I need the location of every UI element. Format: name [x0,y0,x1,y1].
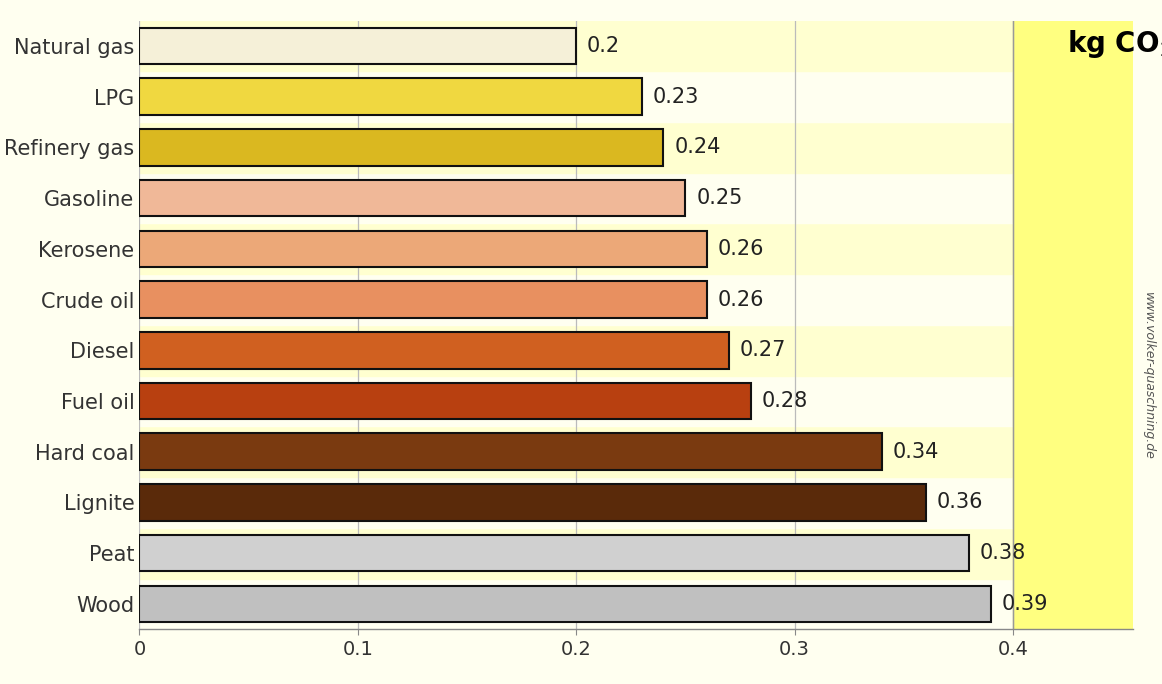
Bar [139,27,576,64]
Text: 0.24: 0.24 [674,137,720,157]
Text: 0.26: 0.26 [718,289,765,310]
Bar [139,376,1013,426]
Text: 0.38: 0.38 [980,543,1026,563]
Bar [1013,224,1133,274]
Text: kg CO$_2$/kWh: kg CO$_2$/kWh [1068,28,1162,60]
Bar [1013,426,1133,477]
Bar [139,129,664,166]
Text: 0.28: 0.28 [762,391,808,411]
Bar [139,180,686,216]
Bar [139,434,882,470]
Bar [1013,21,1133,71]
Bar [139,426,1013,477]
Bar [139,21,1013,71]
Text: 0.23: 0.23 [653,87,700,107]
Text: 0.34: 0.34 [892,442,939,462]
Bar [139,528,1013,579]
Text: 0.26: 0.26 [718,239,765,259]
Bar [139,383,751,419]
Bar [139,325,1013,376]
Bar [139,71,1013,122]
Bar [1013,122,1133,173]
Text: 0.2: 0.2 [587,36,621,56]
Bar [139,281,708,318]
Bar [139,231,708,267]
Bar [139,122,1013,173]
Bar [139,274,1013,325]
Bar [1013,579,1133,629]
Bar [139,173,1013,224]
Bar [139,484,925,521]
Bar [1013,274,1133,325]
Bar [139,79,641,115]
Bar [139,332,729,369]
Bar [139,224,1013,274]
Bar [1013,528,1133,579]
Text: 0.27: 0.27 [740,340,787,360]
Bar [1013,477,1133,528]
Bar [139,477,1013,528]
Bar [139,579,1013,629]
Text: 0.36: 0.36 [937,492,983,512]
Bar [1013,325,1133,376]
Text: 0.39: 0.39 [1002,594,1048,614]
Bar [1013,173,1133,224]
Bar [1013,71,1133,122]
Bar [139,535,969,571]
Bar [139,586,991,622]
Bar [1013,376,1133,426]
Text: www.volker-quaschning.de: www.volker-quaschning.de [1141,292,1155,460]
Text: 0.25: 0.25 [696,188,743,208]
